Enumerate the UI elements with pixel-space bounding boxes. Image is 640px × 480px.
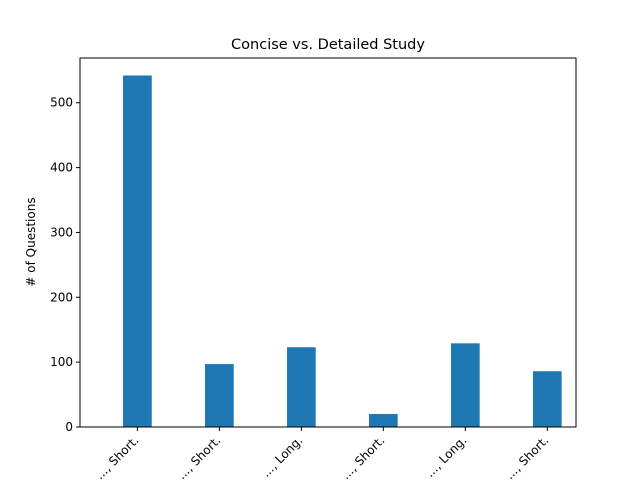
y-tick-label-1: 100 — [50, 355, 73, 369]
bar-2 — [287, 347, 316, 427]
plot-frame — [79, 57, 577, 428]
y-axis: 0 100 200 300 400 500 — [50, 96, 80, 434]
bar-1 — [205, 364, 234, 427]
bars-group — [123, 75, 562, 427]
bar-5 — [532, 371, 562, 427]
chart-title: Concise vs. Detailed Study — [231, 37, 425, 53]
bar-4 — [450, 343, 480, 427]
y-tick-label-5: 500 — [50, 96, 73, 110]
y-tick-label-4: 400 — [50, 161, 73, 175]
bar-3 — [368, 414, 398, 427]
y-tick-label-3: 300 — [50, 225, 73, 239]
y-tick-label-2: 200 — [50, 290, 73, 304]
bar-0 — [123, 75, 152, 427]
y-tick-label-0: 0 — [65, 420, 73, 434]
y-axis-label: # of Questions — [24, 197, 38, 286]
